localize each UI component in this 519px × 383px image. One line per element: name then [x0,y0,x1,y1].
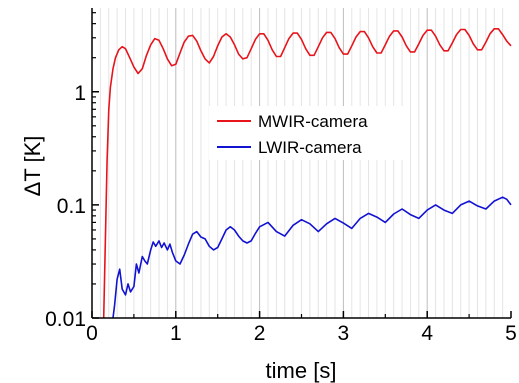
x-tick-label: 1 [170,322,182,345]
legend: MWIR-camera LWIR-camera [209,106,408,160]
x-axis-label: time [s] [266,358,337,383]
legend-box [209,106,408,160]
y-tick-label: 1 [74,82,86,105]
series-layer [102,27,512,319]
tick-labels: 0 1 2 3 4 5 0.01 0.1 1 [45,82,517,345]
legend-label-lwir: LWIR-camera [258,138,362,157]
legend-label-mwir: MWIR-camera [258,112,368,131]
x-tick-label: 4 [421,322,433,345]
x-tick-label: 0 [86,322,98,345]
x-tick-label: 5 [505,322,517,345]
ticks [91,12,512,319]
series-line-lwir [112,196,512,319]
y-axis-label: ΔT [K] [20,136,45,197]
x-tick-label: 2 [254,322,266,345]
grid [99,8,504,318]
y-tick-label: 0.1 [57,195,86,218]
x-tick-label: 3 [338,322,350,345]
y-tick-label: 0.01 [45,308,86,331]
series-line-mwir [102,27,512,319]
